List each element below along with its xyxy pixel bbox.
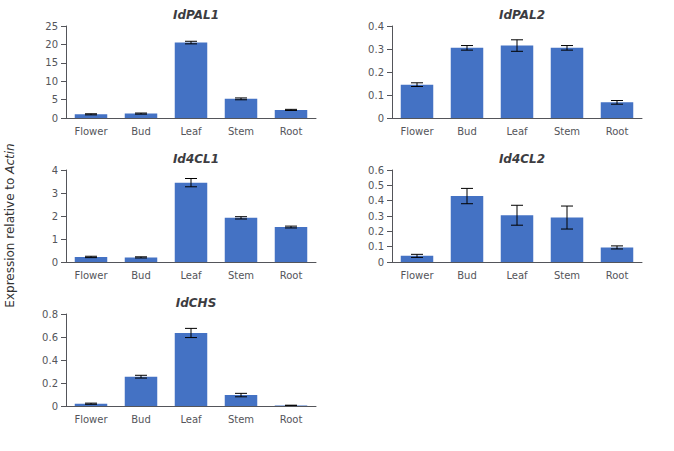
svg-text:Id4CL2: Id4CL2 [499,152,545,166]
svg-text:0.6: 0.6 [42,332,58,343]
svg-text:Leaf: Leaf [506,126,528,137]
svg-text:0.6: 0.6 [368,165,384,176]
svg-text:Root: Root [606,126,629,137]
svg-text:0.4: 0.4 [42,355,58,366]
svg-text:10: 10 [45,76,58,87]
svg-text:5: 5 [52,94,58,105]
svg-text:Flower: Flower [74,126,108,137]
svg-text:Leaf: Leaf [180,270,202,281]
svg-text:IdPAL2: IdPAL2 [499,8,545,22]
svg-text:Stem: Stem [228,270,254,281]
svg-text:IdCHS: IdCHS [176,296,217,310]
svg-text:20: 20 [45,39,58,50]
svg-text:Id4CL1: Id4CL1 [173,152,219,166]
svg-text:0.2: 0.2 [42,378,58,389]
svg-text:Bud: Bud [457,126,477,137]
svg-text:0.3: 0.3 [368,211,384,222]
svg-text:Leaf: Leaf [506,270,528,281]
svg-text:Flower: Flower [74,270,108,281]
svg-text:Stem: Stem [554,270,580,281]
svg-text:0: 0 [378,257,384,268]
svg-text:Root: Root [280,270,303,281]
svg-text:0: 0 [52,257,58,268]
svg-text:Leaf: Leaf [180,414,202,425]
svg-text:Flower: Flower [400,270,434,281]
svg-text:0.8: 0.8 [42,309,58,320]
svg-text:25: 25 [45,21,58,32]
svg-text:0.3: 0.3 [368,44,384,55]
svg-text:Bud: Bud [131,414,151,425]
svg-text:Bud: Bud [131,270,151,281]
svg-text:Flower: Flower [400,126,434,137]
svg-text:1: 1 [52,234,58,245]
svg-text:15: 15 [45,57,58,68]
svg-text:Root: Root [606,270,629,281]
svg-text:0.4: 0.4 [368,21,384,32]
svg-text:0.2: 0.2 [368,226,384,237]
svg-text:Expression relative to: Expression relative to [3,174,17,308]
svg-text:Flower: Flower [74,414,108,425]
svg-text:Stem: Stem [228,414,254,425]
svg-text:Stem: Stem [228,126,254,137]
svg-text:0.4: 0.4 [368,195,384,206]
svg-text:IdPAL1: IdPAL1 [173,8,219,22]
svg-text:0: 0 [52,113,58,124]
svg-text:0.1: 0.1 [368,241,384,252]
svg-text:4: 4 [52,165,58,176]
svg-text:Bud: Bud [131,126,151,137]
svg-text:Actin: Actin [3,143,17,174]
svg-text:Root: Root [280,126,303,137]
svg-text:2: 2 [52,211,58,222]
svg-text:0.5: 0.5 [368,180,384,191]
svg-text:0: 0 [52,401,58,412]
svg-text:Bud: Bud [457,270,477,281]
svg-text:0.1: 0.1 [368,90,384,101]
svg-text:Root: Root [280,414,303,425]
svg-text:3: 3 [52,188,58,199]
svg-text:0: 0 [378,113,384,124]
svg-text:Stem: Stem [554,126,580,137]
svg-text:0.2: 0.2 [368,67,384,78]
svg-text:Leaf: Leaf [180,126,202,137]
